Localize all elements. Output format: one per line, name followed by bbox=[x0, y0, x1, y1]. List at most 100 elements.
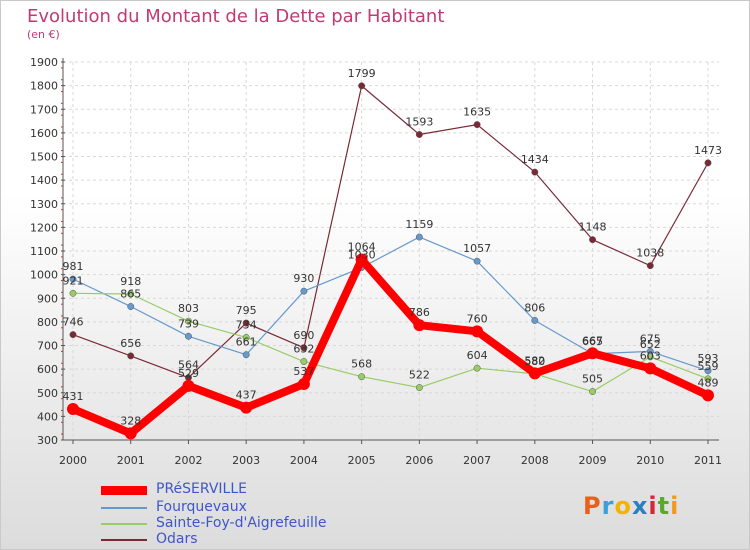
x-tick-label: 2004 bbox=[290, 454, 318, 467]
data-point-preserville bbox=[586, 347, 599, 360]
data-point-sainte-foy bbox=[589, 388, 596, 396]
data-point-odars bbox=[69, 331, 77, 339]
data-label-sainte-foy: 803 bbox=[178, 302, 199, 315]
data-point-sainte-foy bbox=[704, 375, 712, 383]
legend-swatch-fourquevaux bbox=[101, 507, 147, 509]
data-label-sainte-foy: 522 bbox=[409, 369, 430, 382]
data-point-preserville bbox=[471, 325, 484, 338]
data-point-sainte-foy bbox=[415, 384, 423, 392]
data-point-odars bbox=[358, 82, 366, 90]
y-tick-label: 1700 bbox=[30, 103, 58, 116]
y-tick-label: 1000 bbox=[30, 269, 58, 282]
logo-letter: o bbox=[614, 492, 632, 520]
data-point-fourquevaux bbox=[242, 351, 250, 359]
series-line-odars bbox=[72, 85, 709, 379]
data-point-fourquevaux bbox=[300, 287, 308, 295]
data-point-odars bbox=[473, 121, 481, 129]
legend-swatch-preserville bbox=[101, 486, 147, 495]
x-tick-label: 2001 bbox=[117, 454, 145, 467]
x-tick-label: 2009 bbox=[579, 454, 607, 467]
data-point-preserville bbox=[297, 378, 310, 391]
data-point-sainte-foy bbox=[358, 373, 366, 381]
data-label-odars: 1434 bbox=[521, 153, 549, 166]
y-tick-label: 500 bbox=[37, 387, 58, 400]
data-label-odars: 1473 bbox=[694, 144, 722, 157]
data-label-fourquevaux: 1030 bbox=[348, 249, 376, 262]
y-tick-label: 1900 bbox=[30, 56, 58, 69]
logo-letter: i bbox=[648, 492, 658, 520]
data-label-sainte-foy: 652 bbox=[640, 338, 661, 351]
x-tick-label: 2005 bbox=[348, 454, 376, 467]
data-label-odars: 1799 bbox=[348, 67, 376, 80]
data-point-preserville bbox=[240, 401, 253, 414]
data-label-preserville: 431 bbox=[63, 390, 84, 403]
logo-letter: t bbox=[657, 492, 671, 520]
data-point-preserville bbox=[413, 319, 426, 332]
data-label-odars: 564 bbox=[178, 359, 199, 372]
data-point-odars bbox=[415, 131, 423, 138]
series-line-sainte-foy bbox=[72, 292, 709, 393]
y-tick-label: 600 bbox=[37, 363, 58, 376]
x-tick-label: 2003 bbox=[232, 454, 260, 467]
legend-label-sainte-foy: Sainte-Foy-d'Aigrefeuille bbox=[156, 515, 327, 531]
data-label-fourquevaux: 739 bbox=[178, 317, 199, 330]
data-point-sainte-foy bbox=[300, 358, 308, 366]
logo-letter: r bbox=[601, 492, 615, 520]
data-label-fourquevaux: 930 bbox=[293, 272, 314, 285]
x-tick-label: 2008 bbox=[521, 454, 549, 467]
data-point-preserville bbox=[67, 403, 79, 416]
legend-label-preserville: PRéSERVILLE bbox=[156, 481, 247, 497]
data-point-fourquevaux bbox=[704, 367, 712, 375]
data-label-preserville: 603 bbox=[640, 349, 661, 362]
logo-letter: P bbox=[583, 492, 602, 520]
data-label-preserville: 328 bbox=[120, 414, 141, 427]
data-label-odars: 1038 bbox=[636, 247, 664, 260]
data-label-fourquevaux: 981 bbox=[63, 260, 84, 273]
x-tick-label: 2011 bbox=[694, 454, 722, 467]
data-point-preserville bbox=[124, 427, 137, 440]
data-point-preserville bbox=[355, 253, 368, 266]
y-tick-label: 300 bbox=[37, 434, 58, 447]
data-label-sainte-foy: 568 bbox=[351, 358, 372, 371]
y-tick-label: 1100 bbox=[30, 245, 58, 258]
y-tick-label: 1300 bbox=[30, 198, 58, 211]
y-tick-label: 400 bbox=[37, 410, 58, 423]
y-tick-label: 700 bbox=[37, 340, 58, 353]
y-tick-label: 1800 bbox=[30, 80, 58, 93]
data-label-preserville: 582 bbox=[524, 354, 545, 367]
legend-swatch-sainte-foy bbox=[101, 523, 147, 525]
data-label-odars: 1593 bbox=[405, 116, 433, 129]
data-label-preserville: 437 bbox=[236, 389, 257, 402]
y-tick-label: 1500 bbox=[30, 151, 58, 164]
y-tick-label: 800 bbox=[37, 316, 58, 329]
data-label-fourquevaux: 1159 bbox=[405, 218, 433, 231]
data-label-fourquevaux: 661 bbox=[236, 336, 257, 349]
data-label-sainte-foy: 921 bbox=[63, 274, 84, 287]
legend-label-fourquevaux: Fourquevaux bbox=[156, 499, 247, 515]
y-tick-label: 1400 bbox=[30, 174, 58, 187]
data-label-preserville: 760 bbox=[467, 312, 488, 325]
data-label-sainte-foy: 604 bbox=[467, 349, 488, 362]
logo-letter: i bbox=[670, 492, 680, 520]
data-label-sainte-foy: 505 bbox=[582, 373, 603, 386]
data-point-fourquevaux bbox=[127, 303, 135, 310]
data-label-fourquevaux: 675 bbox=[640, 332, 661, 345]
x-tick-label: 2010 bbox=[636, 454, 664, 467]
data-point-fourquevaux bbox=[69, 275, 77, 283]
chart-title: Evolution du Montant de la Dette par Hab… bbox=[27, 6, 445, 27]
data-point-preserville bbox=[644, 362, 657, 375]
data-label-odars: 746 bbox=[63, 316, 84, 329]
data-label-preserville: 1064 bbox=[348, 241, 376, 254]
data-point-odars bbox=[242, 319, 250, 327]
data-label-fourquevaux: 806 bbox=[524, 301, 545, 314]
data-label-preserville: 786 bbox=[409, 306, 430, 319]
data-label-odars: 1635 bbox=[463, 106, 491, 119]
legend-label-odars: Odars bbox=[156, 531, 198, 547]
data-point-fourquevaux bbox=[473, 257, 481, 265]
data-point-fourquevaux bbox=[415, 233, 423, 241]
logo-letter: x bbox=[631, 492, 649, 520]
data-point-sainte-foy bbox=[69, 289, 77, 297]
data-point-odars bbox=[589, 236, 596, 244]
